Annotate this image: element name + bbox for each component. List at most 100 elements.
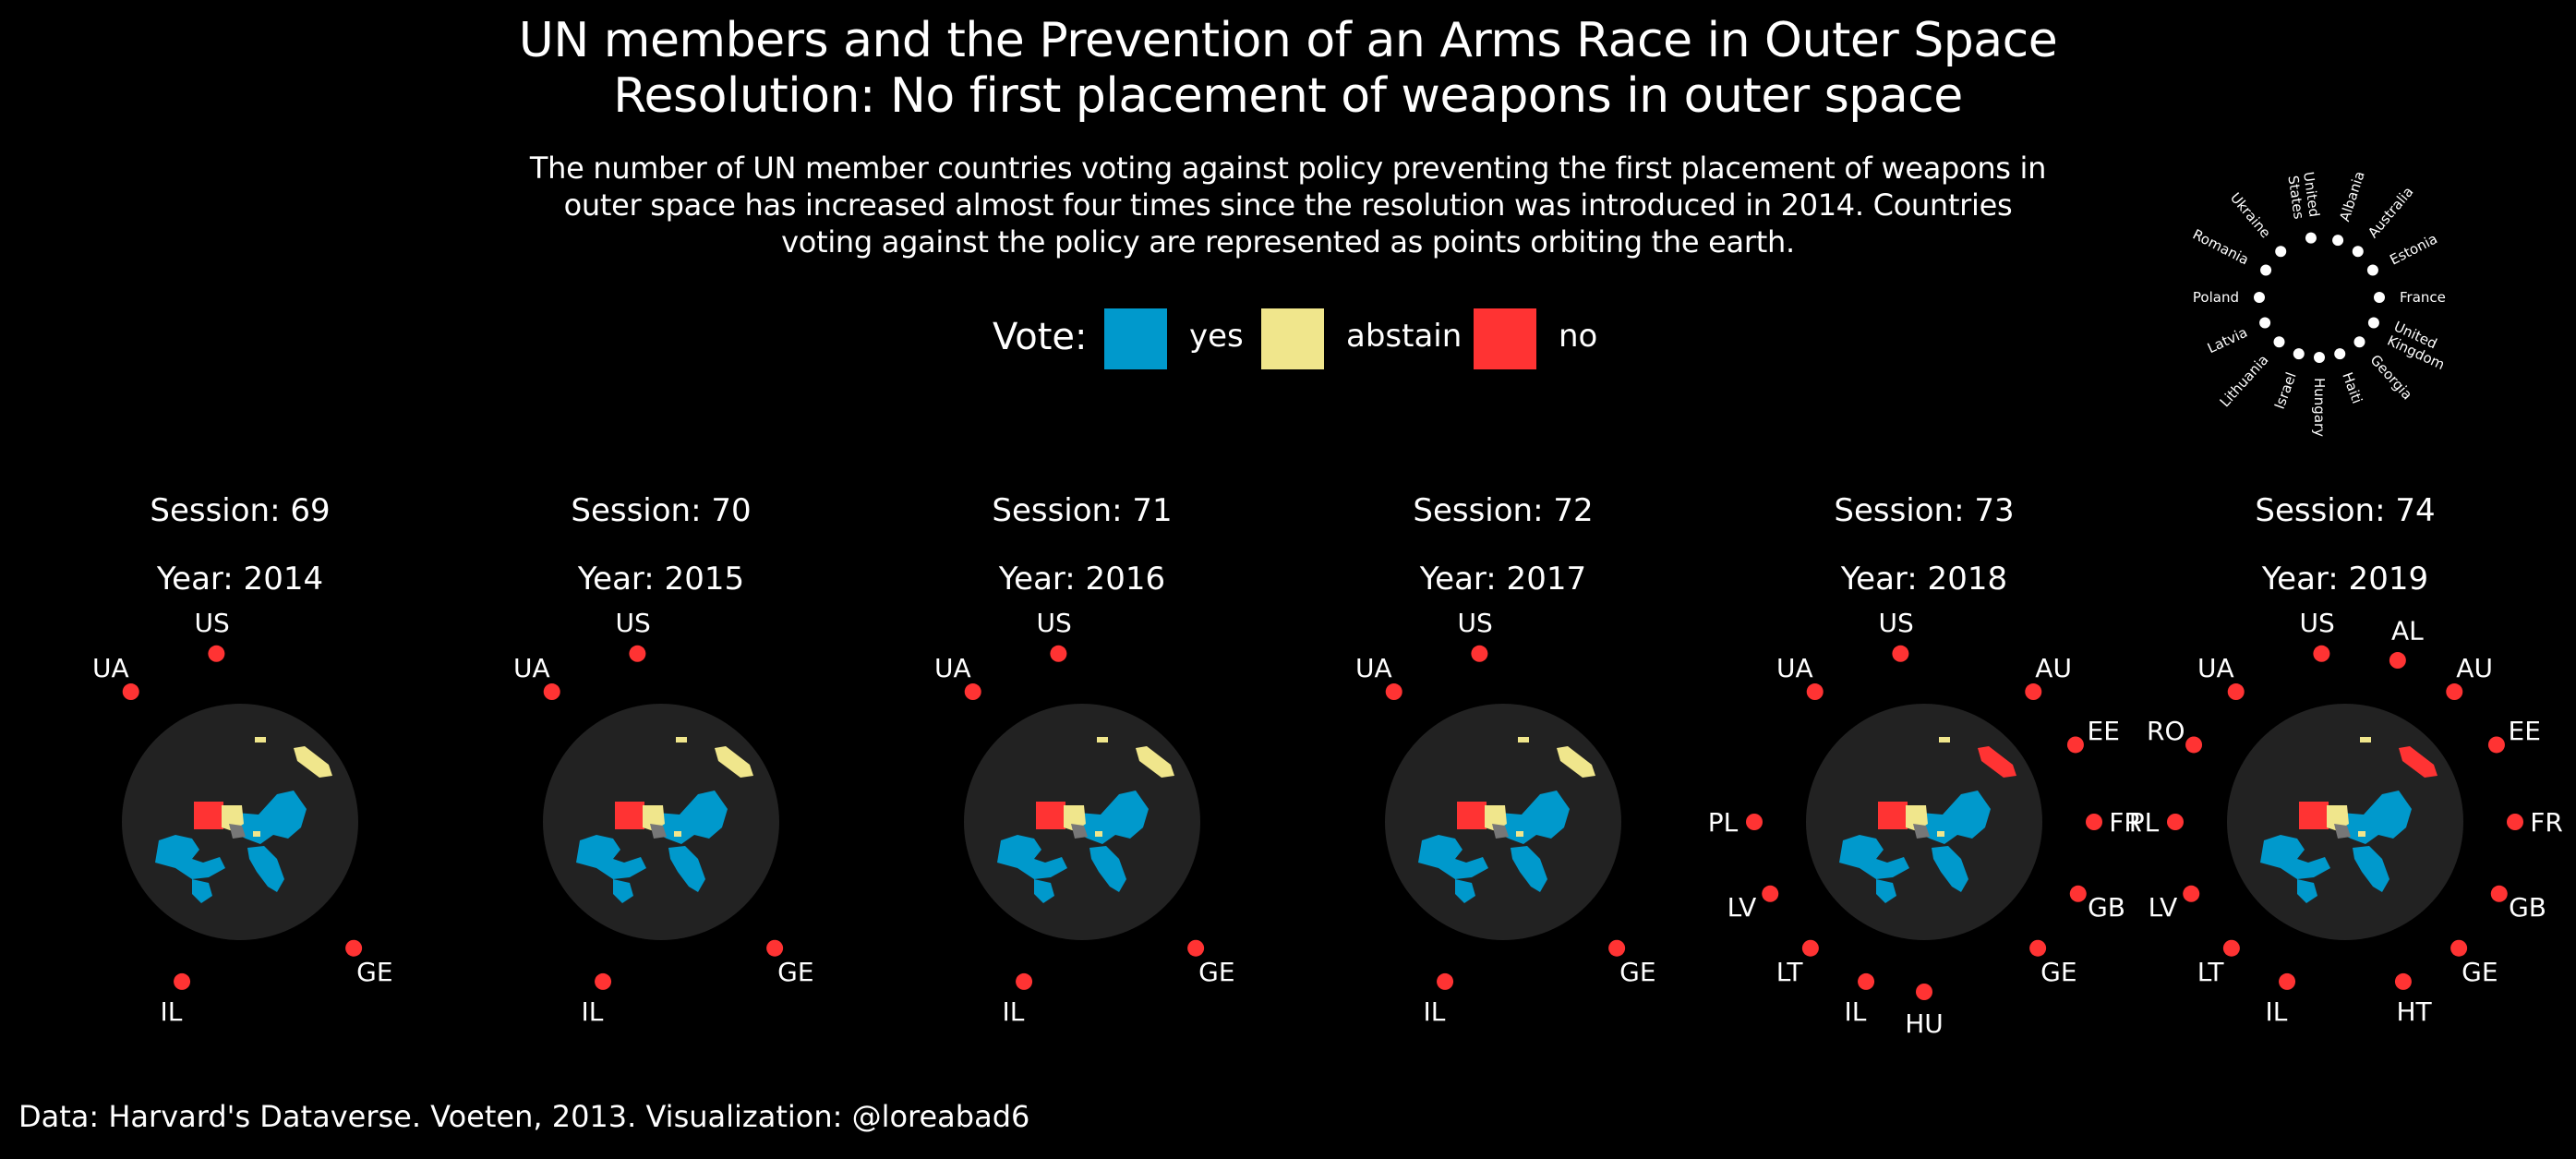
land-africa [668, 846, 705, 892]
no-vote-point-fr [2507, 814, 2523, 830]
land-africa-abstain [2358, 831, 2365, 837]
land-africa [247, 846, 284, 892]
session-panel-1: Session: 69 Year: 2014 GE IL UA US [92, 492, 393, 1027]
no-vote-label-fr: FR [2530, 807, 2563, 838]
no-vote-point-us [208, 645, 225, 662]
land-islands [1097, 737, 1108, 742]
session-label: Session: 73 [1834, 492, 2014, 529]
no-vote-point-us [1050, 645, 1067, 662]
no-vote-label-ee: EE [2509, 716, 2541, 746]
no-vote-point-ge [2029, 939, 2047, 957]
key-point-fr [2374, 292, 2385, 303]
no-vote-point-us [2313, 645, 2330, 662]
session-label: Session: 74 [2255, 492, 2435, 529]
no-vote-label-lv: LV [1727, 892, 1757, 923]
no-vote-label-au: AU [2035, 653, 2072, 683]
subtitle-line-3: voting against the policy are represente… [781, 224, 1795, 260]
no-vote-point-ua [2227, 683, 2245, 701]
no-vote-point-il [595, 972, 612, 990]
no-vote-label-al: AL [2391, 616, 2424, 646]
land-north-no [194, 802, 223, 829]
no-vote-label-il: IL [161, 996, 183, 1027]
no-vote-label-ua: UA [92, 653, 129, 683]
land-australia [1557, 746, 1595, 778]
no-vote-label-us: US [1037, 608, 1072, 638]
land-africa [2353, 846, 2389, 892]
year-label: Year: 2015 [577, 561, 744, 598]
no-vote-point-ua [964, 683, 981, 701]
key-label-gb: UnitedKingdom [2385, 318, 2454, 373]
no-vote-point-lt [2222, 939, 2240, 957]
land-asia [223, 791, 307, 844]
land-islands [2360, 737, 2371, 742]
chart-title: UN members and the Prevention of an Arms… [518, 13, 2058, 68]
no-vote-point-ge [1608, 939, 1626, 957]
key-point-il [2293, 348, 2305, 360]
land-africa [1932, 846, 1968, 892]
land-africa-abstain [1937, 831, 1944, 837]
legend-label-abstain: abstain [1346, 318, 1463, 355]
key-label-il: Israel [2271, 370, 2300, 412]
no-vote-label-ua: UA [2197, 653, 2234, 683]
no-vote-label-pl: PL [1708, 807, 1739, 838]
land-north-no [1457, 802, 1487, 829]
land-australia [715, 746, 753, 778]
no-vote-point-ua [1385, 683, 1402, 701]
no-vote-label-us: US [1458, 608, 1493, 638]
land-africa [1511, 846, 1547, 892]
no-vote-label-ge: GE [1619, 957, 1655, 987]
land-south-america [2297, 879, 2317, 903]
no-vote-label-il: IL [1003, 996, 1025, 1027]
land-islands [1939, 737, 1950, 742]
session-label: Session: 72 [1413, 492, 1593, 529]
key-label-ge: Georgia [2367, 352, 2416, 404]
no-vote-point-au [2446, 683, 2463, 701]
no-vote-point-gb [2490, 885, 2508, 902]
no-vote-label-us: US [195, 608, 230, 638]
legend-swatch-yes [1104, 308, 1167, 369]
no-vote-point-pl [1746, 814, 1763, 830]
no-vote-point-ua [543, 683, 560, 701]
no-vote-point-il [1858, 972, 1875, 990]
no-vote-label-ge: GE [777, 957, 813, 987]
subtitle-line-1: The number of UN member countries voting… [529, 151, 2047, 186]
land-islands [1518, 737, 1529, 742]
session-panel-6: Session: 74 Year: 2019 AL AU EE FR GB GE HT IL LT L… [2129, 492, 2563, 1027]
year-label: Year: 2017 [1419, 561, 1586, 598]
land-americas [1418, 835, 1488, 879]
no-vote-point-us [629, 645, 646, 662]
land-africa-abstain [1095, 831, 1102, 837]
land-americas [997, 835, 1067, 879]
land-australia [1978, 746, 2016, 778]
no-vote-label-il: IL [2266, 996, 2288, 1027]
no-vote-point-us [1471, 645, 1488, 662]
no-vote-label-ht: HT [2396, 996, 2432, 1027]
year-label: Year: 2018 [1840, 561, 2007, 598]
no-vote-label-il: IL [1424, 996, 1446, 1027]
no-vote-point-us [1892, 645, 1909, 662]
key-point-au [2352, 246, 2364, 258]
key-point-ua [2275, 246, 2287, 258]
key-label-lt: Lithuania [2217, 352, 2272, 411]
session-panel-4: Session: 72 Year: 2017 GE IL UA US [1355, 492, 1656, 1027]
land-europe-abstain [1485, 805, 1507, 831]
no-vote-point-il [174, 972, 191, 990]
no-vote-label-ge: GE [2462, 957, 2498, 987]
no-vote-point-ee [2487, 736, 2505, 754]
land-asia [1487, 791, 1570, 844]
key-point-hu [2314, 352, 2325, 363]
land-minor [1913, 824, 1930, 839]
land-minor [1492, 824, 1509, 839]
session-label: Session: 69 [150, 492, 330, 529]
no-vote-label-lv: LV [2149, 892, 2178, 923]
no-vote-point-ee [2066, 736, 2084, 754]
no-vote-label-il: IL [1845, 996, 1867, 1027]
no-vote-label-ee: EE [2088, 716, 2120, 746]
land-asia [1065, 791, 1149, 844]
key-point-ge [2353, 336, 2365, 348]
land-north-no [1036, 802, 1065, 829]
no-vote-point-lv [2183, 885, 2200, 902]
land-europe-abstain [2327, 805, 2349, 831]
land-north-no [615, 802, 644, 829]
land-americas [576, 835, 646, 879]
